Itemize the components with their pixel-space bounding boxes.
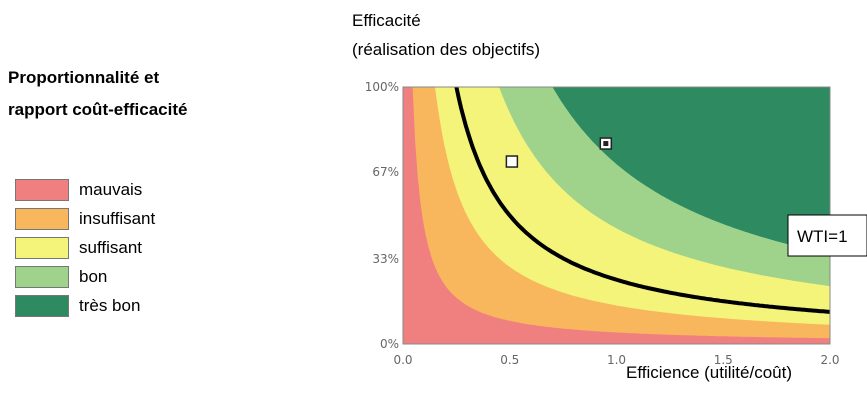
wti-curve	[454, 87, 830, 314]
y-axis-title-line-2: (réalisation des objectifs)	[352, 40, 541, 59]
chart-title-line-2: rapport coût-efficacité	[8, 100, 188, 119]
legend-swatch-tres-bon	[15, 294, 69, 317]
y-axis-title: Efficacité (réalisation des objectifs)	[352, 6, 540, 64]
legend-label-tres-bon: très bon	[79, 295, 141, 315]
y-tick-label: 33%	[372, 252, 399, 266]
y-tick-label: 0%	[380, 337, 399, 351]
legend-label-insuffisant: insuffisant	[79, 208, 156, 228]
legend-label-bon: bon	[79, 266, 108, 286]
data-point-fill	[603, 141, 609, 147]
y-axis-title-line-1: Efficacité	[352, 11, 421, 30]
legend: mauvais insuffisant suffisant bon très b…	[15, 175, 155, 320]
point-layer	[505, 137, 613, 168]
data-point-open-square	[505, 155, 519, 168]
x-tick-label: 1.5	[714, 353, 733, 367]
legend-item-suffisant: suffisant	[15, 233, 155, 262]
x-tick-label: 0.5	[500, 353, 519, 367]
x-axis-title: Efficience (utilité/coût)	[626, 363, 792, 382]
legend-item-bon: bon	[15, 262, 155, 291]
curve-annotation: WTI=1	[787, 214, 867, 257]
tick-layer: 0.0 0.5 1.0 1.5 2.0 0% 33% 67% 100%	[365, 80, 840, 367]
legend-swatch-bon	[15, 265, 69, 288]
legend-item-insuffisant: insuffisant	[15, 204, 155, 233]
y-tick-label: 100%	[365, 80, 399, 94]
curve-annotation-box	[787, 214, 867, 257]
y-tick-label: 67%	[372, 165, 399, 179]
x-tick-label: 0.0	[393, 353, 412, 367]
legend-swatch-insuffisant	[15, 207, 69, 230]
legend-swatch-suffisant	[15, 236, 69, 259]
legend-swatch-mauvais	[15, 178, 69, 201]
curve-annotation-label: WTI=1	[797, 227, 848, 246]
zone-tres-bon	[552, 87, 830, 255]
x-tick-label: 2.0	[820, 353, 839, 367]
legend-item-tres-bon: très bon	[15, 291, 155, 320]
chart-title: Proportionnalité et rapport coût-efficac…	[8, 62, 187, 126]
zone-layer	[403, 87, 830, 344]
legend-label-mauvais: mauvais	[79, 179, 143, 199]
chart-title-line-1: Proportionnalité et	[8, 68, 160, 87]
legend-item-mauvais: mauvais	[15, 175, 155, 204]
legend-label-suffisant: suffisant	[79, 237, 143, 257]
x-tick-label: 1.0	[607, 353, 626, 367]
curve-layer	[454, 87, 830, 314]
